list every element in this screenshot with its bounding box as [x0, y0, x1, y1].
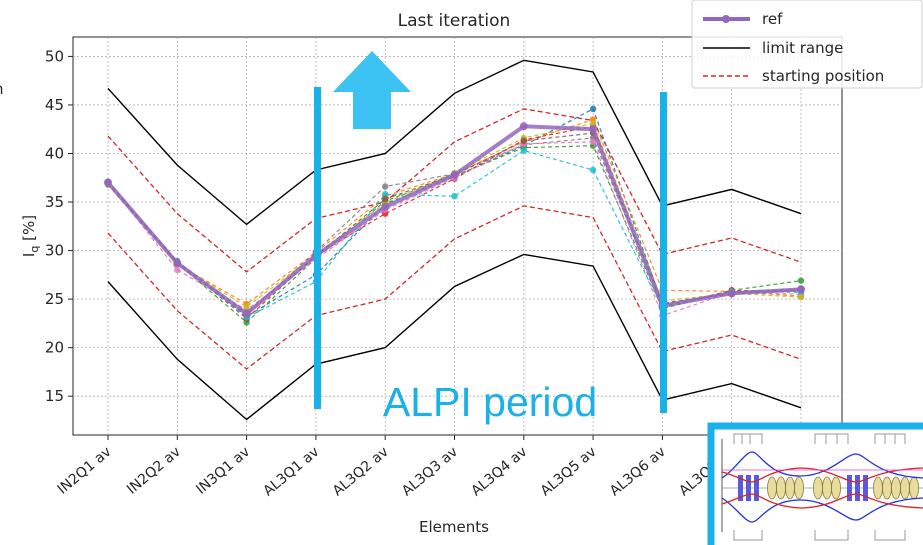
- data-point-ref: [727, 289, 736, 298]
- data-point-ref: [104, 178, 112, 187]
- data-point-run: [382, 183, 389, 190]
- y-axis-label: Iq [%]: [20, 215, 41, 257]
- data-point-ref: [173, 259, 182, 268]
- data-point-run: [797, 277, 805, 284]
- data-point-run: [382, 191, 389, 198]
- x-tick-label: IN2Q1 av: [55, 444, 115, 498]
- inset-envelope-y-neg: [721, 493, 923, 509]
- y-tick-label: 30: [45, 242, 64, 260]
- x-tick-label: AL3Q4 av: [468, 444, 530, 500]
- data-point-ref: [381, 202, 390, 211]
- y-tick-label: 20: [45, 339, 64, 357]
- data-point-ref: [519, 122, 528, 131]
- y-tick-label: 35: [45, 193, 64, 211]
- x-tick-label: IN3Q1 av: [193, 444, 253, 498]
- data-point-run: [797, 293, 805, 301]
- data-point-run: [520, 147, 527, 154]
- series-line-start: [107, 205, 802, 370]
- data-point-run: [589, 166, 597, 174]
- data-point-ref: [242, 309, 251, 318]
- legend-label-ref: ref: [762, 10, 783, 28]
- inset-top-ticks: [733, 433, 906, 541]
- data-point-ref: [797, 285, 805, 294]
- data-point-ref: [589, 125, 598, 134]
- right-period-bar: [660, 92, 667, 413]
- data-point-run: [382, 195, 389, 203]
- x-tick-label: IN2Q2 av: [124, 444, 184, 498]
- x-ticks: IN2Q1 av IN2Q2 av IN3Q1 av AL3Q1 av AL3Q2 av…: [55, 435, 808, 499]
- data-point-run: [520, 137, 527, 145]
- data-point-run: [589, 138, 597, 146]
- data-point-run: [174, 266, 181, 274]
- inset-cavities: [767, 476, 919, 500]
- data-point-run: [589, 120, 597, 127]
- alpi-period-annotation: ALPI period: [314, 51, 667, 425]
- y-ticks: 15 20 25 30 35 40 45 50: [45, 47, 73, 405]
- chart-title: Last iteration: [398, 11, 511, 31]
- up-arrow-icon: [333, 51, 411, 129]
- x-tick-label: AL3Q2 av: [330, 444, 392, 500]
- y-tick-label: 50: [45, 47, 64, 65]
- data-point-ref: [450, 170, 459, 179]
- series-lines: [104, 59, 805, 421]
- left-period-bar: [314, 87, 321, 409]
- inset-envelope-x-neg: [721, 497, 923, 523]
- x-tick-label: AL3Q5 av: [538, 444, 600, 500]
- legend: ref limit range starting position: [691, 0, 923, 89]
- data-point-run: [589, 105, 597, 113]
- alpi-period-label: ALPI period: [383, 379, 597, 425]
- data-point-run: [243, 303, 250, 311]
- x-tick-label: AL3Q1 av: [260, 444, 322, 500]
- data-point-run: [451, 193, 458, 200]
- legend-label-start: starting position: [762, 67, 884, 85]
- series-line-limit: [107, 253, 802, 421]
- plot-frame: [72, 36, 843, 436]
- legend-marker-ref: [722, 15, 730, 23]
- y-tick-label: 45: [45, 96, 64, 114]
- inset-envelope-y: [721, 467, 923, 483]
- y-tick-label: 40: [45, 144, 64, 162]
- x-axis-label: Elements: [419, 518, 489, 536]
- inset-envelope-x: [721, 451, 923, 479]
- x-tick-label: AL3Q6 av: [607, 444, 669, 500]
- series-line-limit: [107, 59, 802, 226]
- legend-box: [691, 0, 923, 89]
- grid: [73, 37, 842, 435]
- series-line-start: [107, 108, 802, 273]
- x-tick-label: AL3Q3 av: [399, 444, 461, 500]
- cropped-edge-fragment: n: [0, 80, 4, 98]
- series-line-run: [107, 118, 802, 305]
- inset-quadrupoles: [738, 475, 868, 501]
- legend-label-limit: limit range: [762, 39, 843, 57]
- beam-envelope-inset: [707, 422, 923, 545]
- y-tick-label: 25: [45, 290, 64, 308]
- y-tick-label: 15: [45, 387, 64, 405]
